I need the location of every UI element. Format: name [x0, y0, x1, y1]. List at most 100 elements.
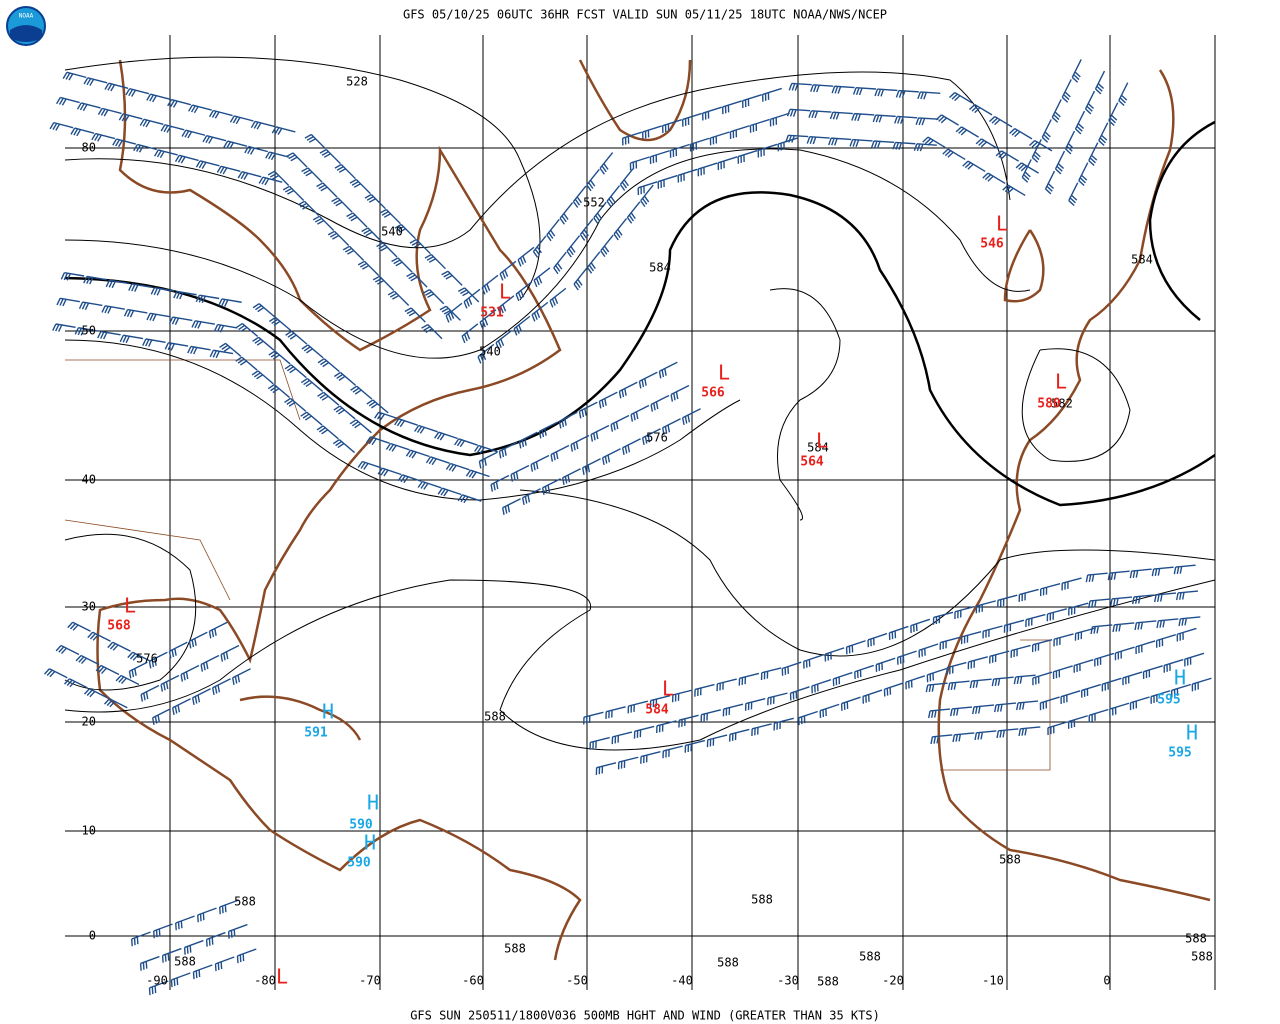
- wind-barb: [479, 309, 497, 330]
- wind-barb: [785, 134, 809, 143]
- center-value: 590: [349, 818, 373, 833]
- wind-barb: [454, 438, 478, 448]
- wind-barb: [1018, 726, 1041, 737]
- wind-barb: [282, 185, 305, 201]
- wind-barb: [946, 661, 967, 675]
- wind-barb: [214, 956, 235, 972]
- coast-british-isles: [1003, 229, 1045, 303]
- wind-barb: [168, 316, 193, 325]
- wind-barb: [183, 939, 204, 955]
- wind-barb: [942, 148, 966, 161]
- contour-label: 552: [583, 196, 605, 210]
- wind-barb: [894, 115, 918, 124]
- contour-label: 588: [504, 942, 526, 956]
- contour: [64, 579, 1216, 751]
- wind-barb: [1171, 683, 1192, 698]
- wind-barb: [327, 230, 350, 246]
- wind-barb: [1031, 639, 1053, 653]
- wind-barb: [831, 85, 855, 94]
- wind-barb: [832, 671, 853, 687]
- wind-barb: [346, 212, 368, 228]
- wind-barb: [905, 675, 926, 690]
- wind-barb: [205, 931, 226, 947]
- contour-label: 588: [999, 853, 1021, 867]
- wind-barb: [173, 290, 197, 300]
- wind-barb: [301, 344, 324, 359]
- wind-barb: [146, 93, 171, 103]
- coast-europe-africa: [937, 69, 1211, 902]
- wind-barb: [317, 358, 340, 373]
- wind-barb: [728, 728, 750, 742]
- wind-barb: [499, 260, 517, 281]
- wind-barb: [760, 667, 782, 681]
- center-symbol: H: [367, 791, 379, 815]
- wind-barb: [925, 682, 948, 693]
- wind-barb: [461, 323, 479, 344]
- wind-barb: [213, 323, 238, 333]
- wind-barb: [737, 149, 758, 164]
- wind-barb: [350, 385, 373, 400]
- wind-barb: [105, 279, 130, 289]
- wind-barb: [140, 684, 160, 702]
- wind-barb: [875, 657, 896, 672]
- wind-barb: [465, 469, 490, 479]
- wind-barb: [613, 217, 628, 241]
- coast-greenland: [578, 59, 692, 142]
- wind-barb: [649, 695, 671, 708]
- contour-label: 588: [1191, 950, 1213, 964]
- wind-barb: [605, 706, 626, 719]
- wind-barb: [252, 336, 275, 351]
- wind-barb: [640, 751, 661, 764]
- center-symbol: L: [816, 429, 828, 453]
- center-value: 531: [480, 306, 504, 321]
- wind-barb: [991, 676, 1014, 687]
- wind-barb: [786, 108, 811, 117]
- wind-barb: [422, 288, 445, 305]
- wind-barb: [910, 618, 931, 633]
- wind-barb: [209, 349, 234, 359]
- wind-barb: [583, 711, 604, 725]
- wind-barb: [1175, 590, 1199, 601]
- wind-barb: [955, 126, 979, 138]
- wind-barb: [1084, 90, 1096, 115]
- wind-barb: [810, 84, 834, 93]
- wind-barb: [421, 324, 443, 340]
- wind-barb: [379, 208, 401, 225]
- wind-barb: [70, 127, 95, 137]
- center-value: 595: [1157, 693, 1180, 708]
- longitude-label: -70: [359, 974, 381, 988]
- wind-barb: [531, 301, 549, 322]
- wind-barb: [478, 451, 498, 469]
- wind-barb: [425, 456, 450, 466]
- wind-barb: [95, 664, 120, 676]
- wind-barb: [319, 148, 341, 165]
- wind-barb: [599, 152, 614, 175]
- wind-barb: [561, 468, 581, 486]
- wind-barb: [1060, 690, 1081, 704]
- wind-barb: [463, 288, 481, 309]
- wind-barb: [888, 625, 909, 641]
- wind-barb: [1080, 683, 1102, 698]
- wind-barb: [618, 381, 638, 399]
- center-symbol: H: [1186, 721, 1198, 745]
- wind-barb: [394, 418, 418, 428]
- center-value: 590: [347, 856, 371, 871]
- wind-barb: [1088, 142, 1099, 167]
- wind-barb: [975, 600, 997, 614]
- wind-barb: [490, 474, 510, 492]
- wind-barb: [218, 298, 242, 307]
- wind-barb: [649, 150, 670, 165]
- wind-barb: [930, 734, 953, 745]
- wind-barb: [671, 689, 693, 703]
- wind-barb: [387, 290, 410, 306]
- wind-barb: [1029, 139, 1053, 152]
- wind-barb: [43, 668, 68, 679]
- center-symbol: H: [322, 700, 334, 724]
- wind-barb: [1153, 592, 1177, 603]
- wind-barb: [662, 745, 683, 759]
- contour-label: 588: [717, 956, 739, 970]
- wind-barb: [789, 686, 810, 701]
- wind-barb: [559, 202, 574, 225]
- contour: [519, 489, 1216, 657]
- latitude-label: 40: [82, 473, 96, 487]
